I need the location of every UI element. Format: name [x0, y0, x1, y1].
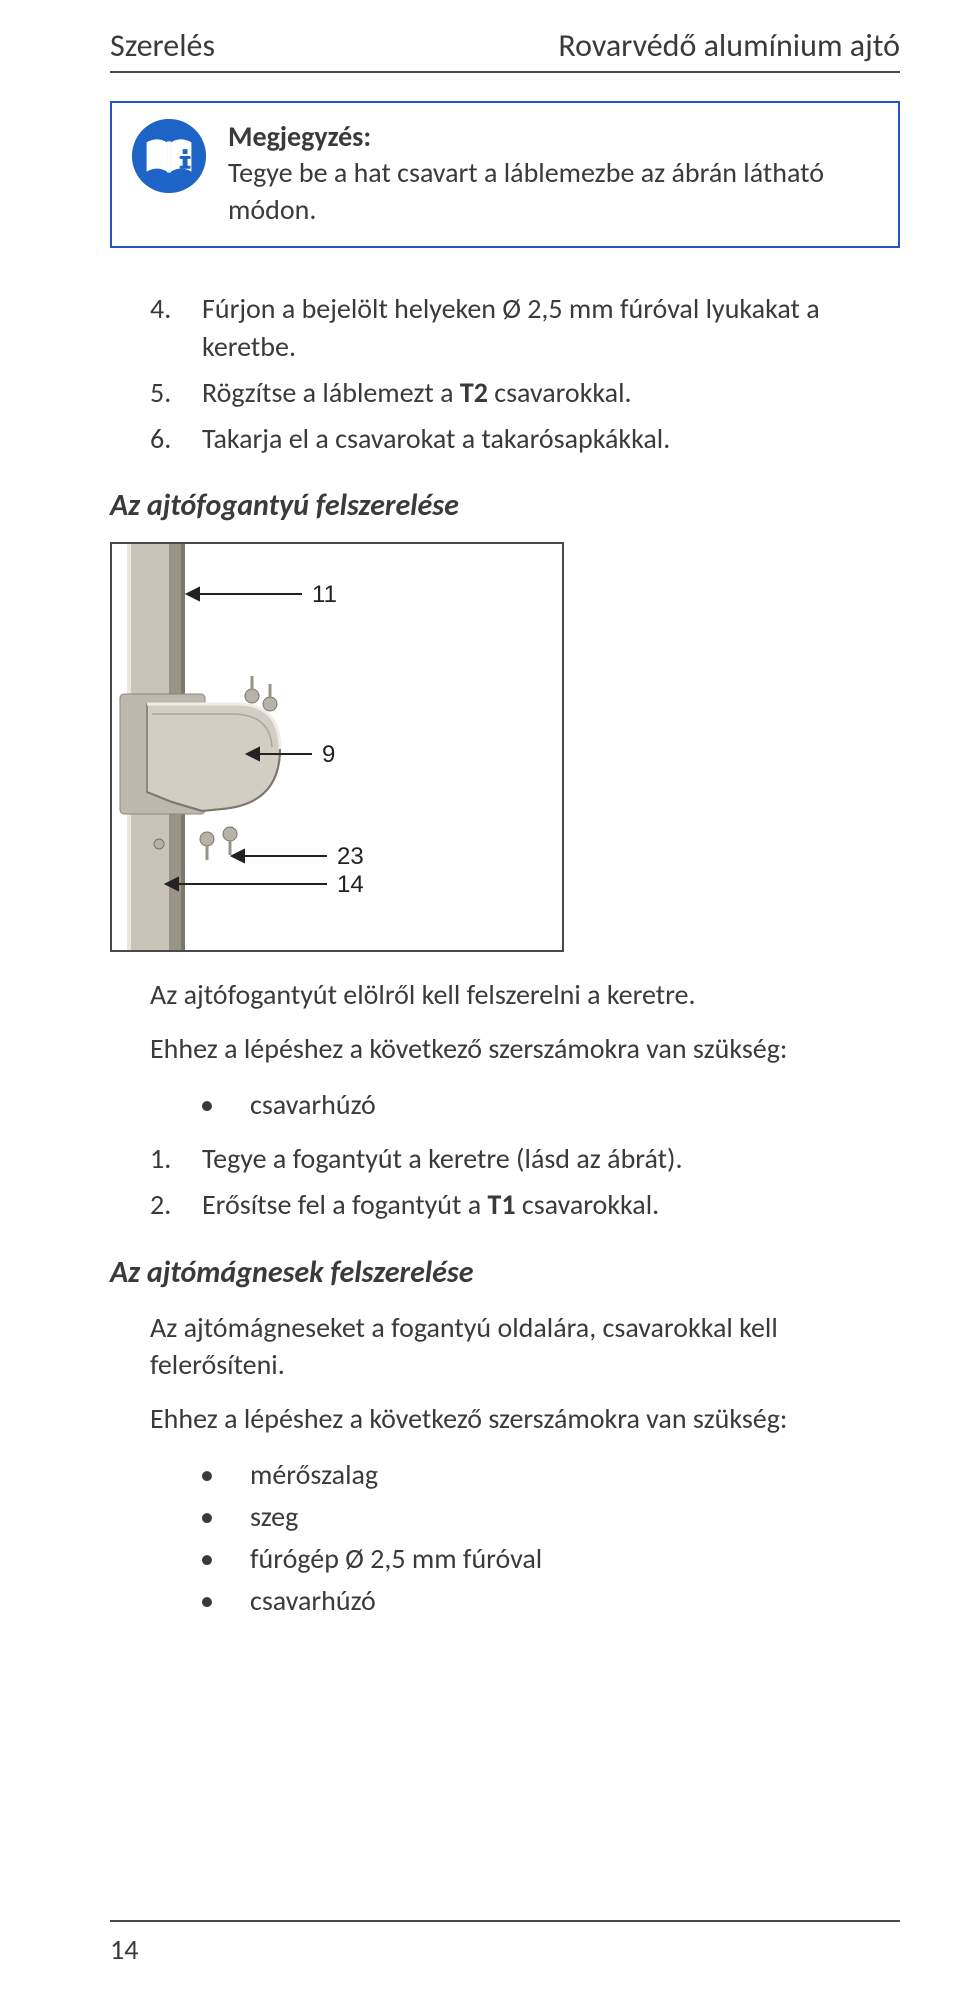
note-box: Megjegyzés: Tegye be a hat csavart a láb… [110, 101, 900, 248]
list-item: 4. Fúrjon a bejelölt helyeken Ø 2,5 mm f… [150, 290, 900, 366]
page-footer: 14 [0, 1920, 960, 1967]
paragraph: Az ajtófogantyút elölről kell felszereln… [110, 976, 900, 1014]
header-rule [110, 71, 900, 73]
item-text: Takarja el a csavarokat a takarósapkákka… [202, 420, 900, 458]
list-item: 2. Erősítse fel a fogantyút a T1 csavaro… [150, 1186, 900, 1224]
note-text: Megjegyzés: Tegye be a hat csavart a láb… [228, 117, 880, 228]
section-heading: Az ajtómágnesek felszerelése [110, 1254, 900, 1291]
handle-diagram: 11 9 23 14 [110, 542, 564, 952]
section-heading: Az ajtófogantyú felszerelése [110, 487, 900, 524]
bullet-list-1: csavarhúzó [110, 1084, 900, 1126]
page-header: Szerelés Rovarvédő alumínium ajtó [110, 0, 900, 71]
item-text: Fúrjon a bejelölt helyeken Ø 2,5 mm fúró… [202, 290, 900, 366]
note-body: Tegye be a hat csavart a láblemezbe az á… [228, 155, 824, 226]
item-text: Erősítse fel a fogantyút a T1 csavarokka… [202, 1186, 900, 1224]
bullet-item: szeg [200, 1496, 900, 1538]
bullet-item: fúrógép Ø 2,5 mm fúróval [200, 1538, 900, 1580]
paragraph: Ehhez a lépéshez a következő szerszámokr… [110, 1030, 900, 1068]
header-left: Szerelés [110, 26, 215, 65]
page-number: 14 [110, 1932, 900, 1967]
numbered-list-1: 4. Fúrjon a bejelölt helyeken Ø 2,5 mm f… [110, 290, 900, 457]
item-number: 2. [150, 1186, 176, 1224]
diagram-label-14: 14 [337, 871, 364, 898]
bullet-item: csavarhúzó [200, 1084, 900, 1126]
diagram-label-23: 23 [337, 843, 364, 870]
diagram-label-11: 11 [312, 581, 337, 608]
diagram-label-9: 9 [322, 741, 335, 768]
item-text: Rögzítse a láblemezt a T2 csavarokkal. [202, 374, 900, 412]
bullet-list-2: mérőszalag szeg fúrógép Ø 2,5 mm fúróval… [110, 1454, 900, 1622]
item-number: 5. [150, 374, 176, 412]
bullet-item: mérőszalag [200, 1454, 900, 1496]
note-title: Megjegyzés: [228, 119, 371, 154]
paragraph: Ehhez a lépéshez a következő szerszámokr… [110, 1400, 900, 1438]
numbered-list-2: 1. Tegye a fogantyút a keretre (lásd az … [110, 1140, 900, 1224]
list-item: 6. Takarja el a csavarokat a takarósapká… [150, 420, 900, 458]
bullet-item: csavarhúzó [200, 1580, 900, 1622]
list-item: 1. Tegye a fogantyút a keretre (lásd az … [150, 1140, 900, 1178]
item-number: 6. [150, 420, 176, 458]
item-text: Tegye a fogantyút a keretre (lásd az ábr… [202, 1140, 900, 1178]
list-item: 5. Rögzítse a láblemezt a T2 csavarokkal… [150, 374, 900, 412]
footer-rule [110, 1920, 900, 1922]
header-right: Rovarvédő alumínium ajtó [558, 26, 900, 65]
paragraph: Az ajtómágneseket a fogantyú oldalára, c… [110, 1309, 900, 1385]
item-number: 1. [150, 1140, 176, 1178]
info-book-icon [130, 117, 208, 195]
item-number: 4. [150, 290, 176, 366]
